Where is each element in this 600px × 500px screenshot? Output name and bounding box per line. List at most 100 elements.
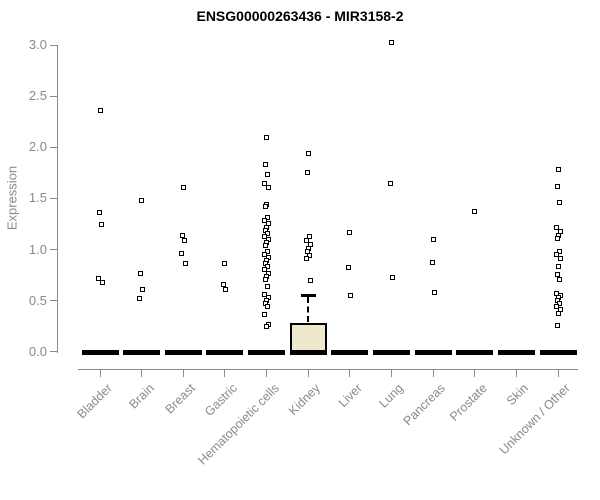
data-point	[263, 276, 269, 282]
x-category-label: Prostate	[446, 381, 490, 424]
x-tick	[266, 370, 268, 377]
data-point	[263, 162, 269, 168]
y-tick	[50, 197, 57, 199]
x-category-label: Breast	[162, 381, 199, 417]
data-point	[95, 275, 101, 281]
median-line	[164, 349, 202, 355]
x-axis-line	[78, 369, 578, 370]
y-tick	[50, 146, 57, 148]
data-point	[472, 209, 478, 215]
data-point	[262, 233, 268, 239]
data-point	[554, 322, 560, 328]
data-point	[265, 215, 271, 221]
whisker-line	[307, 297, 310, 323]
median-line	[456, 349, 494, 355]
x-category-label: Pancreas	[400, 381, 449, 429]
x-tick	[557, 370, 559, 377]
data-point	[389, 274, 395, 280]
x-tick	[432, 370, 434, 377]
y-tick-label: 1.5	[28, 190, 47, 206]
data-point	[388, 39, 394, 45]
data-point	[348, 292, 354, 298]
median-line	[539, 349, 577, 355]
y-tick	[50, 300, 57, 302]
x-category-label: Hematopoietic cells	[194, 381, 282, 468]
data-point	[554, 271, 560, 277]
data-point	[553, 252, 559, 258]
median-line	[372, 349, 410, 355]
x-tick	[99, 370, 101, 377]
data-point	[99, 279, 105, 285]
box	[289, 323, 327, 352]
x-category-label: Bladder	[74, 381, 115, 422]
x-tick	[307, 370, 309, 377]
y-tick-label: 0.5	[28, 292, 47, 308]
data-point	[555, 167, 561, 173]
data-point	[265, 304, 271, 310]
y-tick	[50, 249, 57, 250]
data-point	[178, 251, 184, 257]
data-point	[221, 281, 227, 287]
data-point	[262, 267, 268, 273]
x-category-label: Kidney	[286, 381, 324, 418]
data-point	[387, 180, 393, 186]
data-point	[556, 199, 562, 205]
x-category-label: Lung	[376, 381, 407, 411]
data-point	[304, 170, 310, 176]
data-point	[303, 256, 309, 262]
x-tick	[474, 370, 476, 377]
data-point	[553, 224, 559, 230]
data-point	[265, 230, 271, 236]
data-point	[222, 261, 228, 267]
x-category-label: Liver	[335, 381, 365, 411]
data-point	[554, 183, 560, 189]
data-point	[556, 301, 562, 307]
data-point	[137, 296, 143, 302]
x-category-label: Skin	[504, 381, 532, 409]
data-point	[265, 264, 271, 270]
median-line	[123, 349, 161, 355]
data-point	[263, 204, 269, 210]
data-point	[556, 276, 562, 282]
data-point	[306, 253, 312, 259]
data-point	[430, 236, 436, 242]
data-point	[262, 312, 268, 318]
y-tick-label: 2.5	[28, 88, 47, 104]
data-point	[138, 270, 144, 276]
y-tick	[50, 351, 57, 353]
data-point	[554, 235, 560, 241]
median-line	[414, 349, 452, 355]
data-point	[303, 237, 309, 243]
median-line	[248, 349, 286, 355]
median-line	[331, 349, 369, 355]
data-point	[429, 260, 435, 266]
data-point	[262, 218, 268, 224]
data-point	[182, 261, 188, 267]
x-tick	[224, 370, 226, 377]
data-point	[555, 264, 561, 270]
data-point	[346, 265, 352, 271]
y-tick-label: 0.0	[28, 343, 47, 359]
x-tick	[182, 370, 184, 377]
data-point	[556, 249, 562, 255]
data-point	[347, 229, 353, 235]
data-point	[264, 323, 270, 329]
x-tick	[349, 370, 351, 377]
data-point	[139, 197, 145, 203]
y-tick-label: 1.0	[28, 241, 47, 257]
data-point	[553, 304, 559, 310]
data-point	[555, 311, 561, 317]
data-point	[262, 291, 268, 297]
median-line	[81, 349, 119, 355]
data-point	[307, 277, 313, 283]
x-category-label: Brain	[125, 381, 157, 412]
x-tick	[390, 370, 392, 377]
data-point	[266, 184, 272, 190]
y-tick	[50, 44, 57, 46]
y-tick	[50, 95, 57, 97]
data-point	[557, 256, 563, 262]
y-tick-label: 3.0	[28, 37, 47, 53]
x-tick	[141, 370, 143, 377]
data-point	[305, 150, 311, 156]
